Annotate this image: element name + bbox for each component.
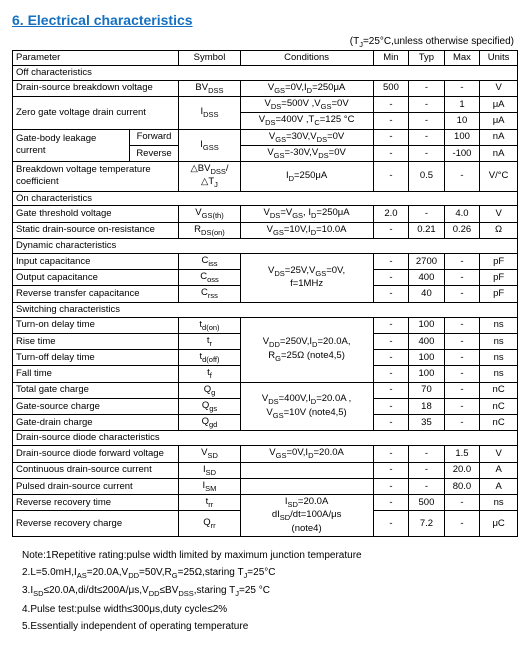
h-max: Max — [444, 51, 480, 66]
note-3: 3.ISD≤20.0A,di/dt≤200A/μs,VDD≤BVDSS,star… — [22, 582, 518, 601]
section-on: On characteristics — [13, 191, 518, 206]
table-row: Input capacitanceCiss VDS=25V,VGS=0V,f=1… — [13, 253, 518, 269]
table-row: Drain-source diode forward voltageVSDVGS… — [13, 446, 518, 462]
section-diode: Drain-source diode characteristics — [13, 431, 518, 446]
section-sw: Switching characteristics — [13, 302, 518, 317]
note-2: 2.L=5.0mH,IAS=20.0A,VDD=50V,RG=25Ω,stari… — [22, 564, 518, 583]
table-row: Breakdown voltage temperature coefficien… — [13, 162, 518, 192]
table-row: Turn-on delay timetd(on) VDD=250V,ID=20.… — [13, 317, 518, 333]
table-row: Total gate chargeQg VDS=400V,ID=20.0A ,V… — [13, 382, 518, 398]
h-param: Parameter — [13, 51, 179, 66]
h-sym: Symbol — [179, 51, 240, 66]
header-row: Parameter Symbol Conditions Min Typ Max … — [13, 51, 518, 66]
h-units: Units — [480, 51, 518, 66]
h-min: Min — [373, 51, 409, 66]
h-cond: Conditions — [240, 51, 373, 66]
table-row: Drain-source breakdown voltage BVDSS VGS… — [13, 80, 518, 96]
table-row: Gate threshold voltage VGS(th) VDS=VGS, … — [13, 206, 518, 222]
notes-block: Note:1Repetitive rating:pulse width limi… — [12, 547, 518, 636]
h-typ: Typ — [409, 51, 445, 66]
section-dyn: Dynamic characteristics — [13, 239, 518, 254]
characteristics-table: Parameter Symbol Conditions Min Typ Max … — [12, 50, 518, 537]
note-5: 5.Essentially independent of operating t… — [22, 618, 518, 635]
table-row: Pulsed drain-source currentISM--80.0A — [13, 478, 518, 494]
note-4: 4.Pulse test:pulse width≤300μs,duty cycl… — [22, 601, 518, 618]
note-1: Note:1Repetitive rating:pulse width limi… — [22, 547, 518, 564]
table-row: Continuous drain-source currentISD--20.0… — [13, 462, 518, 478]
section-title: 6. Electrical characteristics — [12, 12, 518, 28]
section-off: Off characteristics — [13, 65, 518, 80]
table-row: Static drain-source on-resistance RDS(on… — [13, 222, 518, 238]
table-row: Gate-body leakage current Forward IGSS V… — [13, 129, 518, 145]
table-row: Zero gate voltage drain current IDSS VDS… — [13, 97, 518, 113]
condition-note: (TJ=25°C,unless otherwise specified) — [12, 36, 518, 49]
